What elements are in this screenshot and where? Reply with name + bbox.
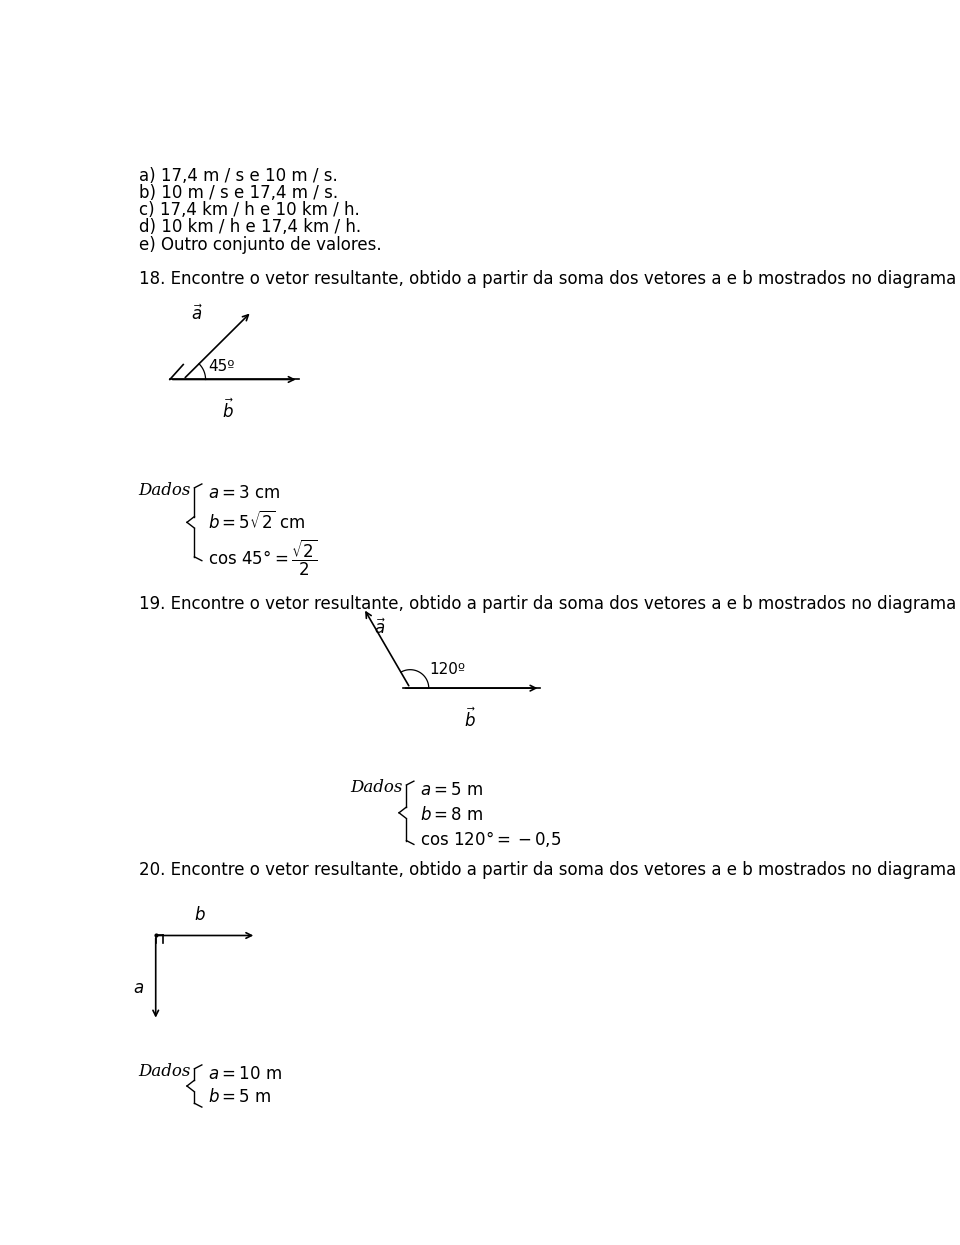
Text: $b$: $b$ xyxy=(195,906,206,924)
Text: $\vec{b}$: $\vec{b}$ xyxy=(464,707,476,731)
Text: Dados: Dados xyxy=(138,482,191,499)
Text: a) 17,4 m / s e 10 m / s.: a) 17,4 m / s e 10 m / s. xyxy=(138,167,337,184)
Text: 19. Encontre o vetor resultante, obtido a partir da soma dos vetores a e b mostr: 19. Encontre o vetor resultante, obtido … xyxy=(138,595,960,614)
Text: $a = 10$ m: $a = 10$ m xyxy=(207,1064,281,1083)
Text: b) 10 m / s e 17,4 m / s.: b) 10 m / s e 17,4 m / s. xyxy=(138,184,338,202)
Text: $\vec{b}$: $\vec{b}$ xyxy=(222,398,234,422)
Text: e) Outro conjunto de valores.: e) Outro conjunto de valores. xyxy=(138,235,381,254)
Text: 20. Encontre o vetor resultante, obtido a partir da soma dos vetores a e b mostr: 20. Encontre o vetor resultante, obtido … xyxy=(138,860,960,879)
Text: c) 17,4 km / h e 10 km / h.: c) 17,4 km / h e 10 km / h. xyxy=(138,202,359,219)
Text: d) 10 km / h e 17,4 km / h.: d) 10 km / h e 17,4 km / h. xyxy=(138,218,361,237)
Text: $a$: $a$ xyxy=(132,980,144,997)
Text: 18. Encontre o vetor resultante, obtido a partir da soma dos vetores a e b mostr: 18. Encontre o vetor resultante, obtido … xyxy=(138,270,960,288)
Text: $b = 8$ m: $b = 8$ m xyxy=(420,806,484,824)
Text: $b = 5\sqrt{2}$ cm: $b = 5\sqrt{2}$ cm xyxy=(207,510,305,533)
Text: $b = 5$ m: $b = 5$ m xyxy=(207,1088,272,1106)
Text: $\cos\,45°=\dfrac{\sqrt{2}}{2}$: $\cos\,45°=\dfrac{\sqrt{2}}{2}$ xyxy=(207,538,318,578)
Text: 45º: 45º xyxy=(208,359,235,373)
Text: Dados: Dados xyxy=(350,779,403,797)
Text: $\vec{a}$: $\vec{a}$ xyxy=(191,304,203,324)
Text: $\vec{a}$: $\vec{a}$ xyxy=(374,619,386,639)
Text: Dados: Dados xyxy=(138,1063,191,1079)
Text: $\cos\,120°= -0{,}5$: $\cos\,120°= -0{,}5$ xyxy=(420,829,561,849)
Text: 120º: 120º xyxy=(429,661,466,677)
Text: $a = 3$ cm: $a = 3$ cm xyxy=(207,484,280,502)
Text: $a = 5$ m: $a = 5$ m xyxy=(420,781,483,799)
